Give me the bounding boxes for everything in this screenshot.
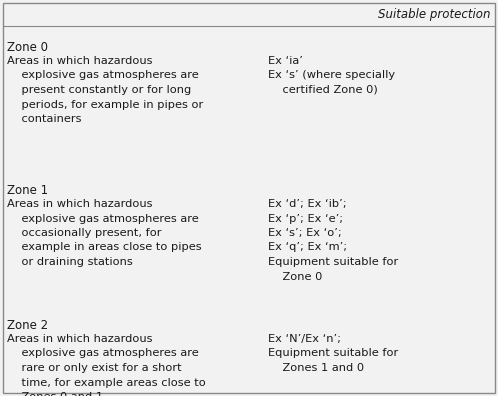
Text: Zones 1 and 0: Zones 1 and 0 [268, 363, 364, 373]
Text: Ex ‘s’ (where specially: Ex ‘s’ (where specially [268, 70, 395, 80]
Text: explosive gas atmospheres are: explosive gas atmospheres are [7, 213, 199, 223]
Text: Suitable protection: Suitable protection [377, 8, 490, 21]
Text: Areas in which hazardous: Areas in which hazardous [7, 334, 152, 344]
Text: Ex ‘p’; Ex ‘e’;: Ex ‘p’; Ex ‘e’; [268, 213, 343, 223]
Text: Equipment suitable for: Equipment suitable for [268, 348, 398, 358]
Text: Ex ‘ia’: Ex ‘ia’ [268, 56, 303, 66]
Text: Areas in which hazardous: Areas in which hazardous [7, 56, 152, 66]
Text: present constantly or for long: present constantly or for long [7, 85, 191, 95]
Text: explosive gas atmospheres are: explosive gas atmospheres are [7, 70, 199, 80]
Text: periods, for example in pipes or: periods, for example in pipes or [7, 99, 203, 110]
Text: Ex ‘d’; Ex ‘ib’;: Ex ‘d’; Ex ‘ib’; [268, 199, 347, 209]
Text: Zone 1: Zone 1 [7, 184, 48, 197]
Text: example in areas close to pipes: example in areas close to pipes [7, 242, 202, 253]
Text: or draining stations: or draining stations [7, 257, 133, 267]
Text: containers: containers [7, 114, 82, 124]
Text: Ex ‘N’/Ex ‘n’;: Ex ‘N’/Ex ‘n’; [268, 334, 341, 344]
Text: certified Zone 0): certified Zone 0) [268, 85, 378, 95]
Text: occasionally present, for: occasionally present, for [7, 228, 161, 238]
Text: rare or only exist for a short: rare or only exist for a short [7, 363, 182, 373]
Text: Equipment suitable for: Equipment suitable for [268, 257, 398, 267]
Text: time, for example areas close to: time, for example areas close to [7, 377, 206, 388]
Text: Zones 0 and 1: Zones 0 and 1 [7, 392, 103, 396]
Text: Ex ‘q’; Ex ‘m’;: Ex ‘q’; Ex ‘m’; [268, 242, 347, 253]
Text: Zone 0: Zone 0 [268, 272, 322, 282]
Text: Zone 0: Zone 0 [7, 41, 48, 54]
Text: Areas in which hazardous: Areas in which hazardous [7, 199, 152, 209]
Text: Zone 2: Zone 2 [7, 319, 48, 332]
Text: Ex ‘s’; Ex ‘o’;: Ex ‘s’; Ex ‘o’; [268, 228, 342, 238]
Text: explosive gas atmospheres are: explosive gas atmospheres are [7, 348, 199, 358]
